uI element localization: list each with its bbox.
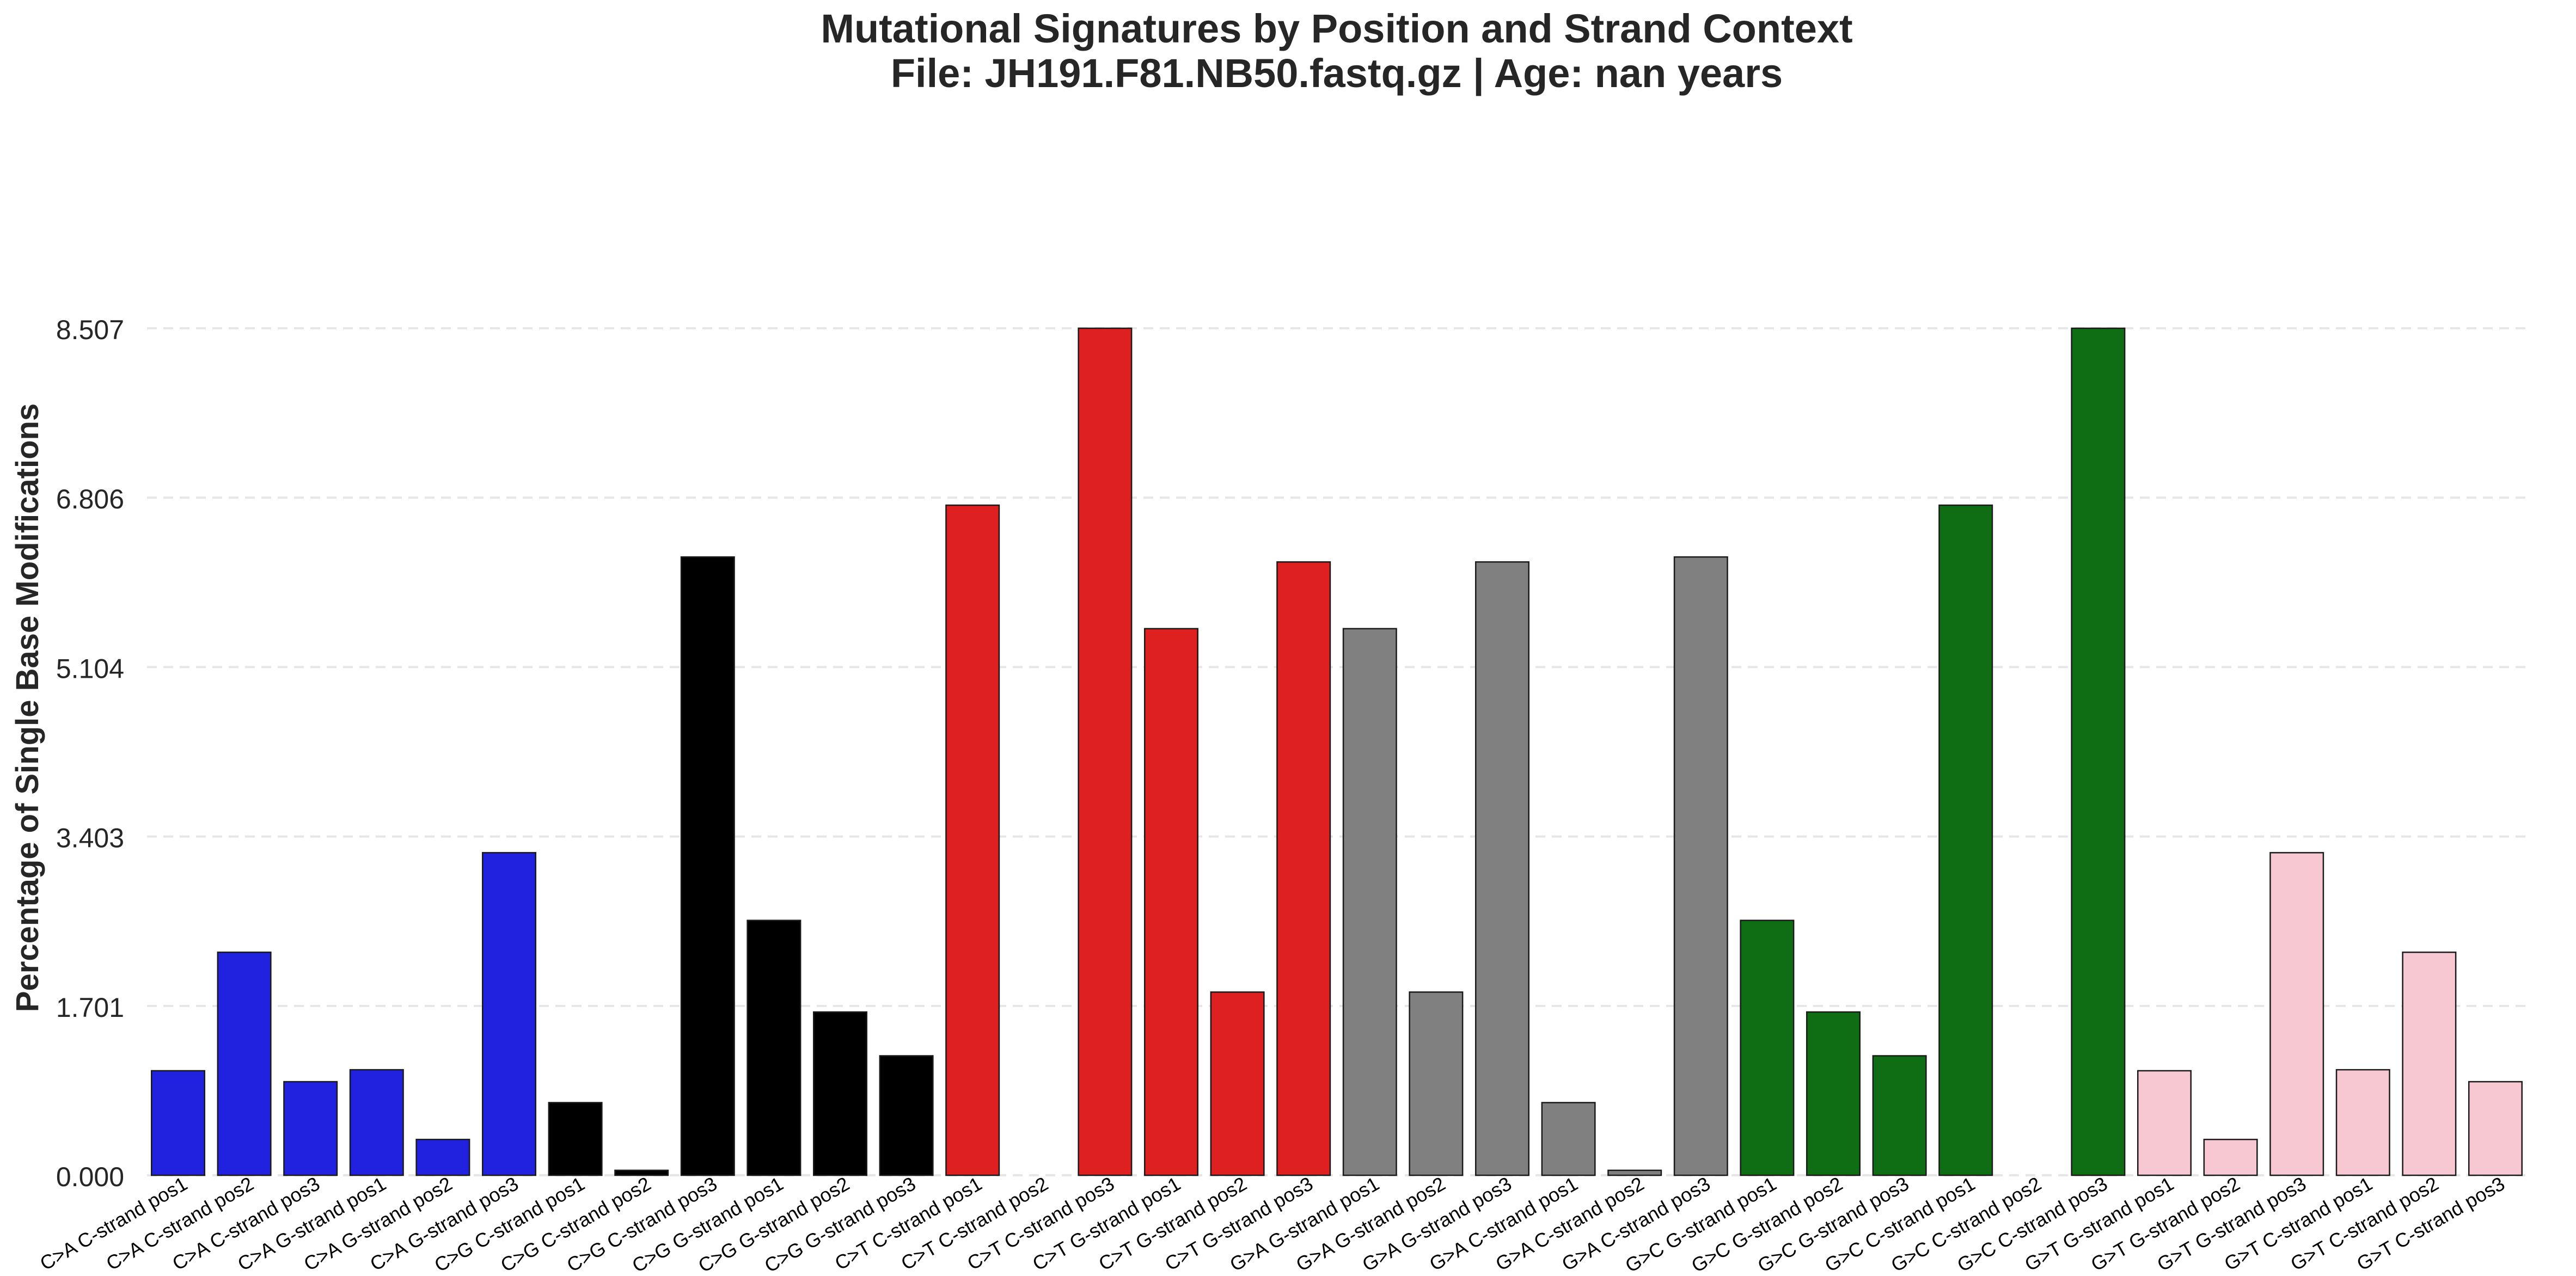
chart-title-line2: File: JH191.F81.NB50.fastq.gz | Age: nan… [891, 51, 1783, 96]
bar [283, 1081, 338, 1176]
y-tick-label: 0.000 [56, 1162, 124, 1192]
bar [945, 504, 1000, 1176]
bar [1740, 919, 1795, 1176]
y-tick-label: 1.701 [56, 992, 124, 1023]
bar [1078, 327, 1133, 1176]
bar [1938, 504, 1993, 1176]
bar [680, 556, 735, 1176]
y-gridlines [147, 327, 2526, 1176]
y-axis-ticks: 0.000 1.701 3.403 5.104 6.806 8.507 [56, 315, 124, 1192]
bar [2468, 1081, 2523, 1176]
bars [151, 327, 2523, 1176]
bar [1409, 991, 1464, 1176]
bar [2402, 952, 2457, 1176]
bar [879, 1055, 934, 1176]
bar [614, 1169, 669, 1176]
bar [813, 1011, 867, 1176]
bar [1475, 561, 1529, 1176]
bar [1607, 1169, 1662, 1176]
bar [2335, 1069, 2390, 1176]
chart-title-line1: Mutational Signatures by Position and St… [821, 6, 1852, 51]
bar [1806, 1011, 1861, 1176]
bar [2269, 852, 2324, 1176]
y-axis-label: Percentage of Single Base Modifications [10, 403, 45, 1012]
bar [548, 1102, 603, 1176]
bar [2137, 1070, 2192, 1176]
y-tick-label: 5.104 [56, 653, 124, 684]
bar [1276, 561, 1331, 1176]
bar [1210, 991, 1265, 1176]
bar [151, 1070, 205, 1176]
bar [747, 919, 801, 1176]
bar [1144, 628, 1198, 1176]
y-tick-label: 6.806 [56, 484, 124, 514]
bar [1872, 1055, 1927, 1176]
y-tick-label: 3.403 [56, 823, 124, 854]
bar [415, 1138, 470, 1176]
bar [482, 852, 536, 1176]
y-tick-label: 8.507 [56, 315, 124, 345]
bar [2071, 327, 2126, 1176]
bar [1342, 628, 1397, 1176]
bar [1673, 556, 1728, 1176]
bar [217, 952, 272, 1176]
bar [1541, 1102, 1596, 1176]
bar [349, 1069, 404, 1176]
bar [2203, 1138, 2258, 1176]
